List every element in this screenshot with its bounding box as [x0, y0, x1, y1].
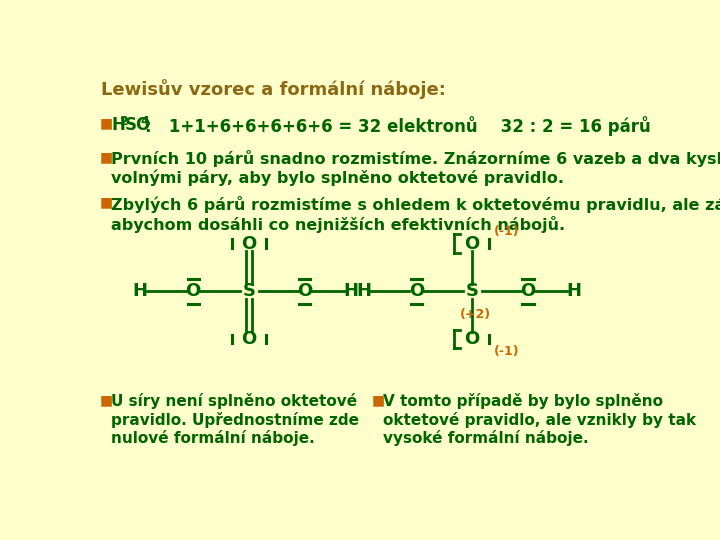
- Text: ■: ■: [100, 117, 113, 131]
- Text: O: O: [241, 330, 256, 348]
- Text: (-1): (-1): [493, 225, 519, 238]
- Text: :   1+1+6+6+6+6+6 = 32 elektronů    32 : 2 = 16 párů: : 1+1+6+6+6+6+6 = 32 elektronů 32 : 2 = …: [145, 116, 650, 136]
- Text: (-1): (-1): [493, 345, 519, 358]
- Text: Prvních 10 párů snadno rozmistíme. Znázorníme 6 vazeb a dva kyslíky doplínme
vol: Prvních 10 párů snadno rozmistíme. Znázo…: [111, 150, 720, 186]
- Text: O: O: [464, 330, 480, 348]
- Text: O: O: [241, 234, 256, 253]
- Text: 2: 2: [120, 115, 129, 128]
- Text: H: H: [132, 282, 148, 300]
- Text: ■: ■: [100, 196, 113, 210]
- Text: S: S: [466, 282, 479, 300]
- Text: O: O: [297, 282, 312, 300]
- Text: ■: ■: [100, 150, 113, 164]
- Text: V tomto případě by bylo splněno
oktetové pravidlo, ale vznikly by tak
vysoké for: V tomto případě by bylo splněno oktetové…: [383, 393, 696, 447]
- Text: H: H: [111, 116, 125, 134]
- Text: O: O: [464, 234, 480, 253]
- Text: S: S: [243, 282, 256, 300]
- Text: SO: SO: [125, 116, 151, 134]
- Text: H: H: [356, 282, 371, 300]
- Text: (+2): (+2): [459, 308, 490, 321]
- Text: O: O: [186, 282, 201, 300]
- Text: 4: 4: [140, 115, 149, 128]
- Text: H: H: [343, 282, 359, 300]
- Text: Lewisův vzorec a formální náboje:: Lewisův vzorec a formální náboje:: [101, 79, 446, 99]
- Text: ■: ■: [372, 393, 385, 407]
- Text: U síry není splněno oktetové
pravidlo. Upřednostníme zde
nulové formální náboje.: U síry není splněno oktetové pravidlo. U…: [111, 393, 359, 447]
- Text: O: O: [409, 282, 424, 300]
- Text: O: O: [521, 282, 536, 300]
- Text: H: H: [567, 282, 582, 300]
- Text: Zbylých 6 párů rozmistíme s ohledem k oktetovému pravidlu, ale zároveň tak,
abyc: Zbylých 6 párů rozmistíme s ohledem k ok…: [111, 196, 720, 233]
- Text: ■: ■: [100, 393, 113, 407]
